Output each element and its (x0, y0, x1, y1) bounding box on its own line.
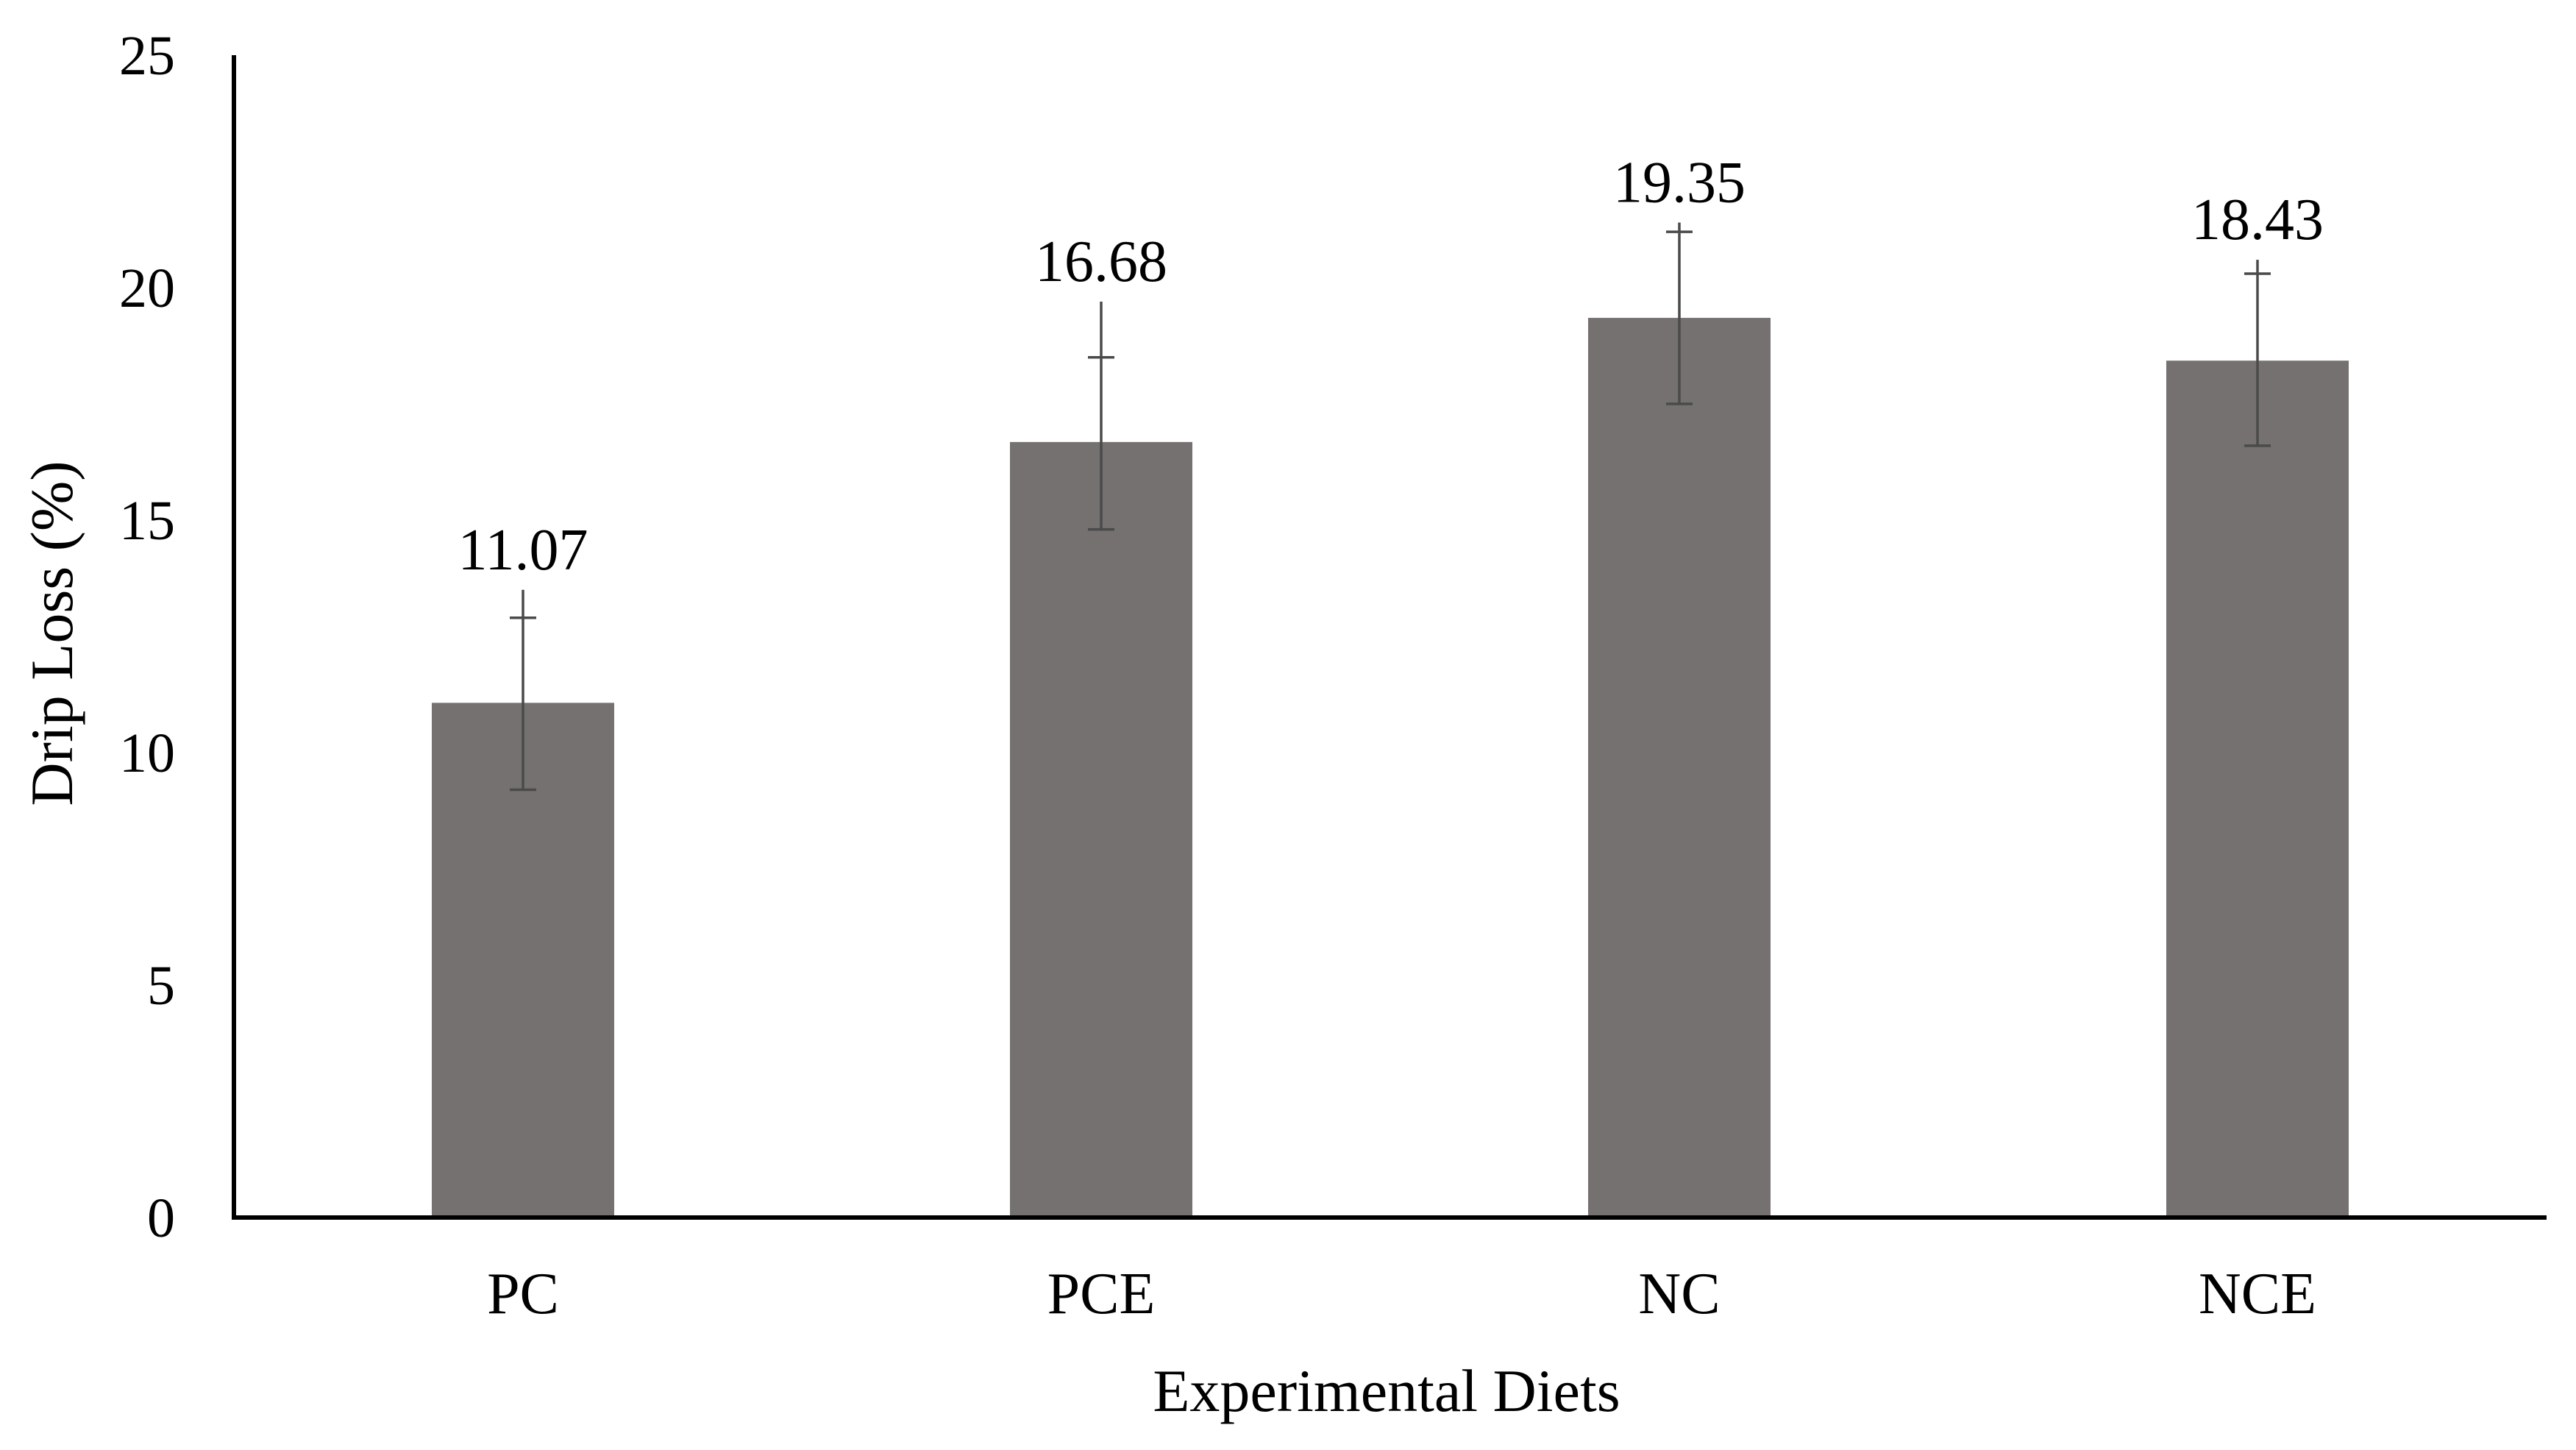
bar-nc (1588, 318, 1771, 1218)
axes-layer (232, 55, 2547, 1220)
x-tick-label-nc: NC (1638, 1262, 1720, 1326)
y-tick-labels: 0 5 10 15 20 25 (119, 25, 175, 1249)
data-label-nc: 19.35 (1613, 151, 1746, 216)
bar-nce (2166, 360, 2349, 1218)
x-axis-title: Experimental Diets (1153, 1357, 1620, 1424)
bar-pce (1010, 441, 1192, 1218)
bars-layer (432, 318, 2349, 1218)
y-tick-label: 25 (119, 25, 175, 87)
y-tick-label: 15 (119, 490, 175, 552)
x-tick-labels: PC PCE NC NCE (487, 1262, 2316, 1326)
error-bar-nce (2244, 260, 2271, 447)
y-axis-title: Drip Loss (%) (18, 461, 85, 806)
y-tick-label: 10 (119, 722, 175, 784)
y-tick-label: 20 (119, 257, 175, 319)
data-label-nce: 18.43 (2191, 188, 2324, 252)
error-bar-pc (510, 589, 536, 792)
data-labels: 11.07 16.68 19.35 18.43 (458, 151, 2324, 583)
y-tick-label: 0 (147, 1187, 175, 1249)
x-tick-label-nce: NCE (2199, 1262, 2316, 1326)
x-tick-label-pce: PCE (1047, 1262, 1156, 1326)
data-label-pc: 11.07 (458, 518, 588, 583)
error-bars-layer (510, 222, 2271, 792)
x-tick-label-pc: PC (487, 1262, 559, 1326)
data-label-pce: 16.68 (1035, 230, 1167, 294)
error-bar-pce (1088, 301, 1114, 531)
error-bar-nc (1666, 222, 1693, 405)
y-tick-label: 5 (147, 955, 175, 1017)
